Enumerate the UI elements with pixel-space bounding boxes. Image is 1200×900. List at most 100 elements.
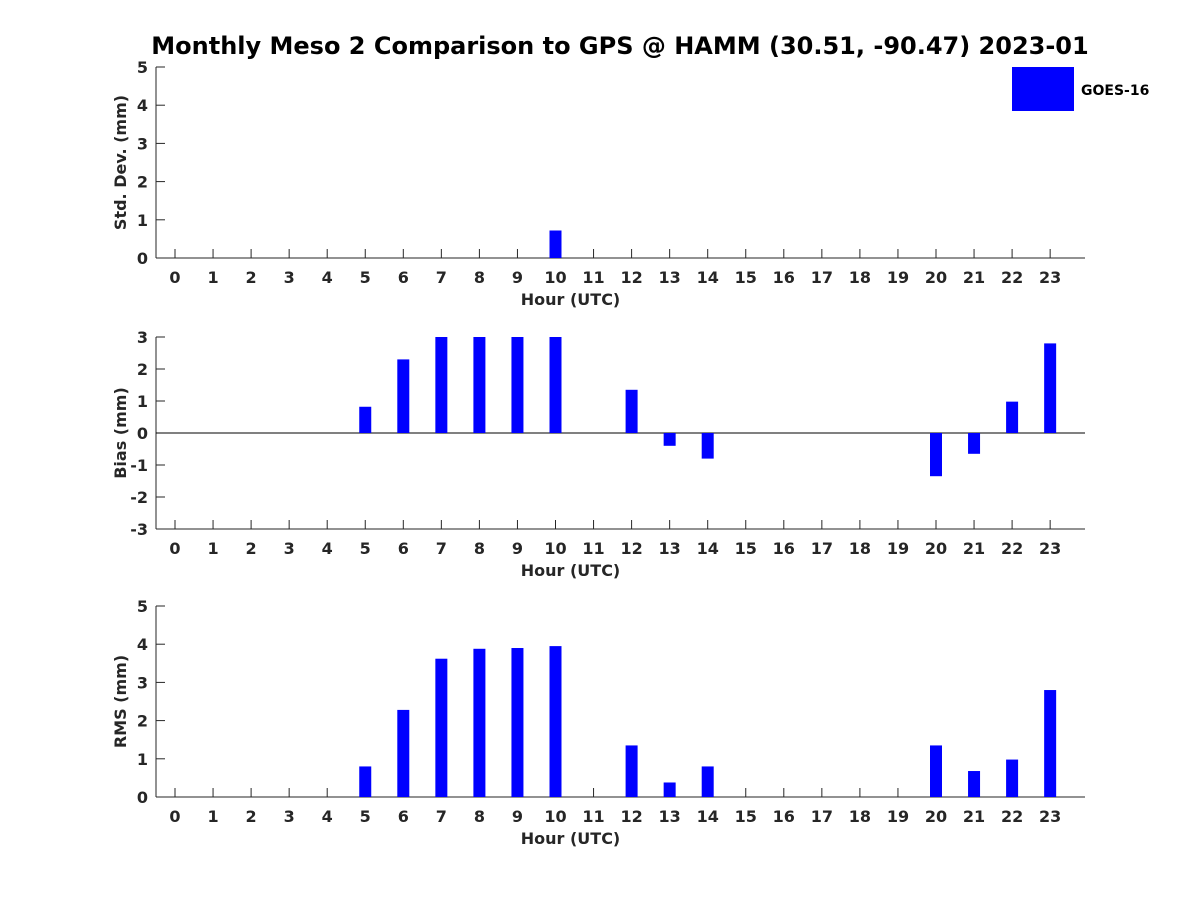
x-tick-label: 21 bbox=[963, 807, 985, 826]
x-tick-label: 15 bbox=[735, 807, 757, 826]
x-tick-label: 14 bbox=[697, 268, 719, 287]
y-tick-label: -1 bbox=[130, 456, 148, 475]
x-tick-label: 16 bbox=[773, 539, 795, 558]
x-tick-label: 16 bbox=[773, 268, 795, 287]
legend: GOES-16 bbox=[1012, 67, 1149, 111]
x-tick-label: 3 bbox=[284, 268, 295, 287]
x-tick-label: 0 bbox=[169, 268, 180, 287]
x-tick-label: 6 bbox=[398, 268, 409, 287]
x-tick-label: 13 bbox=[659, 539, 681, 558]
x-tick-label: 5 bbox=[360, 268, 371, 287]
x-tick-label: 19 bbox=[887, 807, 909, 826]
bar-hour-6 bbox=[397, 709, 410, 797]
x-tick-label: 19 bbox=[887, 539, 909, 558]
bar-hour-8 bbox=[473, 337, 486, 433]
bar-hour-5 bbox=[359, 766, 372, 797]
x-tick-label: 0 bbox=[169, 807, 180, 826]
bar-hour-14 bbox=[701, 766, 714, 797]
x-tick-label: 11 bbox=[582, 807, 604, 826]
bar-hour-20 bbox=[930, 745, 942, 797]
bar-hour-20 bbox=[930, 433, 942, 477]
bar-hour-9 bbox=[511, 648, 524, 797]
x-tick-label: 5 bbox=[360, 539, 371, 558]
x-tick-label: 21 bbox=[963, 268, 985, 287]
x-tick-label: 4 bbox=[322, 539, 333, 558]
x-tick-label: 23 bbox=[1039, 268, 1061, 287]
x-tick-label: 1 bbox=[207, 539, 218, 558]
x-axis-label: Hour (UTC) bbox=[521, 561, 621, 580]
y-tick-label: -3 bbox=[130, 520, 148, 539]
bar-hour-23 bbox=[1044, 690, 1057, 797]
x-tick-label: 0 bbox=[169, 539, 180, 558]
x-tick-label: 21 bbox=[963, 539, 985, 558]
bar-hour-10 bbox=[549, 230, 562, 258]
bar-hour-10 bbox=[549, 337, 562, 433]
bar-hour-12 bbox=[625, 745, 638, 797]
x-tick-label: 14 bbox=[697, 807, 719, 826]
x-tick-label: 17 bbox=[811, 539, 833, 558]
x-tick-label: 5 bbox=[360, 807, 371, 826]
bar-hour-21 bbox=[968, 771, 981, 797]
x-tick-label: 7 bbox=[436, 268, 447, 287]
y-axis-label: RMS (mm) bbox=[111, 655, 130, 748]
x-tick-label: 22 bbox=[1001, 539, 1023, 558]
x-tick-label: 12 bbox=[620, 539, 642, 558]
x-tick-label: 20 bbox=[925, 807, 947, 826]
x-tick-label: 22 bbox=[1001, 268, 1023, 287]
x-axis-label: Hour (UTC) bbox=[521, 829, 621, 848]
x-tick-label: 10 bbox=[544, 807, 566, 826]
y-tick-label: 2 bbox=[137, 712, 148, 731]
chart-title: Monthly Meso 2 Comparison to GPS @ HAMM … bbox=[151, 32, 1088, 60]
x-tick-label: 20 bbox=[925, 539, 947, 558]
x-tick-label: 15 bbox=[735, 268, 757, 287]
y-tick-label: 5 bbox=[137, 58, 148, 77]
x-tick-label: 9 bbox=[512, 539, 523, 558]
y-tick-label: 1 bbox=[137, 211, 148, 230]
x-tick-label: 8 bbox=[474, 807, 485, 826]
y-tick-label: 1 bbox=[137, 392, 148, 411]
y-tick-label: 0 bbox=[137, 424, 148, 443]
x-tick-label: 18 bbox=[849, 268, 871, 287]
x-tick-label: 2 bbox=[246, 807, 257, 826]
bar-hour-23 bbox=[1044, 343, 1057, 433]
x-tick-label: 1 bbox=[207, 268, 218, 287]
x-axis-label: Hour (UTC) bbox=[521, 290, 621, 309]
bar-hour-22 bbox=[1006, 401, 1019, 433]
y-tick-label: 5 bbox=[137, 597, 148, 616]
x-tick-label: 3 bbox=[284, 539, 295, 558]
y-tick-label: 4 bbox=[137, 96, 148, 115]
y-tick-label: 3 bbox=[137, 328, 148, 347]
y-tick-label: 3 bbox=[137, 134, 148, 153]
x-tick-label: 4 bbox=[322, 268, 333, 287]
y-tick-label: 0 bbox=[137, 249, 148, 268]
x-tick-label: 8 bbox=[474, 268, 485, 287]
x-tick-label: 17 bbox=[811, 807, 833, 826]
x-tick-label: 7 bbox=[436, 539, 447, 558]
bar-hour-13 bbox=[663, 433, 676, 446]
x-tick-label: 13 bbox=[659, 268, 681, 287]
x-tick-label: 11 bbox=[582, 539, 604, 558]
x-tick-label: 2 bbox=[246, 539, 257, 558]
bar-hour-22 bbox=[1006, 759, 1019, 797]
y-axis-label: Bias (mm) bbox=[111, 387, 130, 479]
x-tick-label: 23 bbox=[1039, 539, 1061, 558]
bar-hour-10 bbox=[549, 646, 562, 797]
x-tick-label: 13 bbox=[659, 807, 681, 826]
x-tick-label: 1 bbox=[207, 807, 218, 826]
x-tick-label: 17 bbox=[811, 268, 833, 287]
x-tick-label: 2 bbox=[246, 268, 257, 287]
bar-hour-13 bbox=[663, 782, 676, 797]
y-tick-label: 4 bbox=[137, 635, 148, 654]
x-tick-label: 23 bbox=[1039, 807, 1061, 826]
y-tick-label: -2 bbox=[130, 488, 148, 507]
x-tick-label: 12 bbox=[620, 807, 642, 826]
x-tick-label: 9 bbox=[512, 807, 523, 826]
x-tick-label: 6 bbox=[398, 539, 409, 558]
x-tick-label: 6 bbox=[398, 807, 409, 826]
bar-hour-14 bbox=[701, 433, 714, 459]
x-tick-label: 11 bbox=[582, 268, 604, 287]
